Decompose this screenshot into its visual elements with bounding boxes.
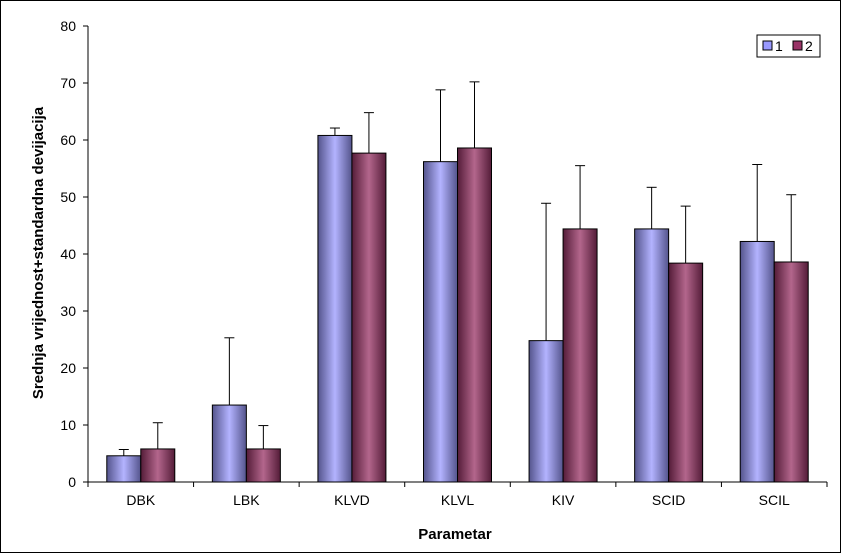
- legend-swatch-2: [792, 40, 803, 51]
- y-tick-label: 80: [60, 18, 76, 34]
- bar-series-2-SCIL: [773, 261, 809, 483]
- x-tick-label-SCIL: SCIL: [759, 492, 790, 508]
- x-axis-ticks: DBK LBK KLVD KLVL KIV SCID SCIL: [87, 482, 828, 508]
- bar-series-1-KLVD: [317, 134, 353, 483]
- bar-series-1-SCIL: [739, 240, 775, 483]
- y-axis-title: Srednja vrijednost+standardna devijacija: [30, 106, 47, 399]
- bar-series-2-KLVL: [457, 147, 492, 483]
- legend-label-2: 2: [805, 38, 813, 54]
- x-tick-label-SCID: SCID: [652, 492, 685, 508]
- y-tick-label: 10: [60, 417, 76, 433]
- bar-series-2-LBK: [245, 448, 281, 483]
- y-tick-label: 0: [68, 474, 76, 490]
- bar-series-2-KLVD: [351, 152, 387, 483]
- legend-swatch-1: [762, 40, 773, 51]
- bars: [106, 134, 809, 483]
- x-axis-title: Parametar: [418, 526, 492, 543]
- x-tick-label-LBK: LBK: [233, 492, 260, 508]
- bar-series-1-SCID: [634, 228, 670, 483]
- bar-series-2-DBK: [140, 448, 176, 483]
- y-tick-label: 30: [60, 303, 76, 319]
- bar-series-1-KLVL: [423, 161, 458, 483]
- x-tick-label-KLVD: KLVD: [334, 492, 370, 508]
- y-tick-label: 60: [60, 132, 76, 148]
- x-tick-label-DBK: DBK: [126, 492, 155, 508]
- y-tick-label: 20: [60, 360, 76, 376]
- y-tick-label: 40: [60, 246, 76, 262]
- axes: [87, 26, 827, 483]
- legend-label-1: 1: [775, 38, 783, 54]
- bar-series-1-KIV: [528, 340, 564, 483]
- x-tick-label-KLVL: KLVL: [441, 492, 474, 508]
- x-tick-label-KIV: KIV: [552, 492, 575, 508]
- y-tick-label: 50: [60, 189, 76, 205]
- y-tick-label: 70: [60, 75, 76, 91]
- bar-series-2-SCID: [668, 262, 704, 483]
- bar-series-2-KIV: [562, 228, 598, 483]
- error-bars: [118, 81, 797, 456]
- legend-box: [756, 34, 821, 58]
- bar-series-1-DBK: [106, 455, 142, 483]
- y-axis-ticks: 0 10 20 30 40 50 60 70 80: [60, 18, 88, 490]
- bar-series-1-LBK: [211, 404, 247, 483]
